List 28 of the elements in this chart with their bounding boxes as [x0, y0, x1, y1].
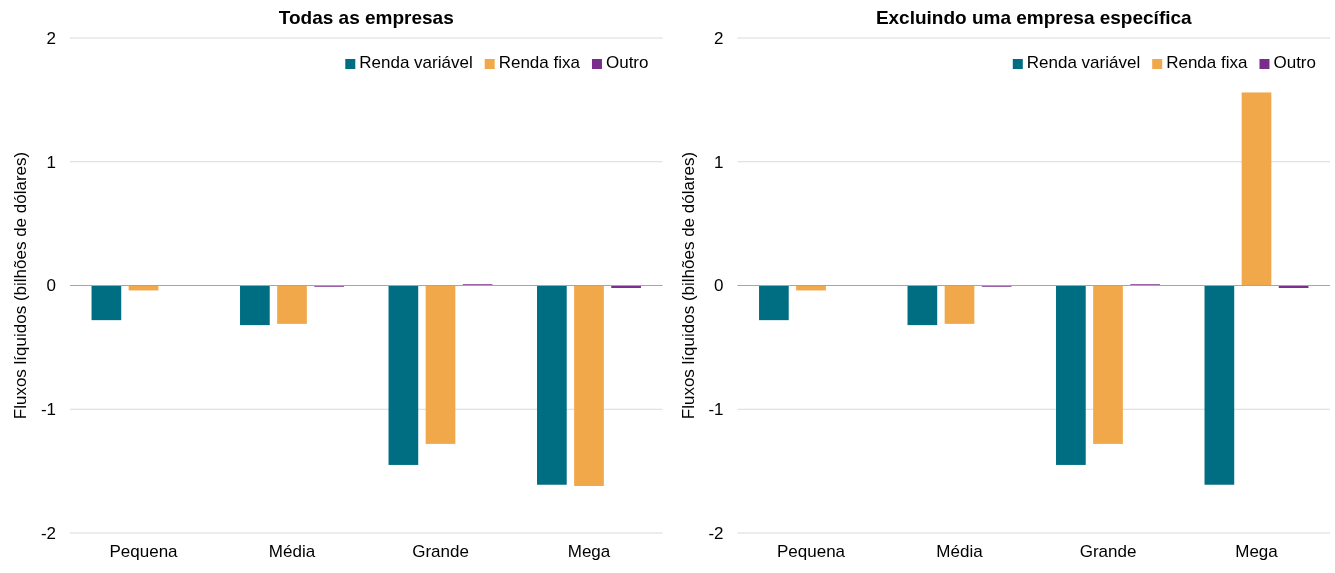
chart-title: Todas as empresas [278, 7, 454, 28]
x-tick-label: Pequena [109, 542, 179, 562]
y-tick-label: 1 [46, 152, 56, 172]
y-axis-title: Fluxos líquidos (bilhões de dólares) [678, 151, 698, 420]
x-tick-label: Grande [1079, 542, 1137, 562]
y-tick-label: -1 [708, 400, 724, 420]
y-tick-label: 0 [46, 276, 56, 296]
y-tick-label: -2 [708, 523, 724, 543]
y-tick-label: 1 [714, 152, 724, 172]
y-tick-label: 2 [714, 28, 724, 48]
y-tick-label: 2 [46, 28, 56, 48]
legend-label: Outro [1273, 53, 1316, 72]
legend-label: Outro [605, 53, 649, 72]
legend-label: Renda fixa [1166, 53, 1249, 72]
x-tick-label: Mega [1235, 542, 1279, 562]
y-tick-label: -2 [40, 523, 56, 543]
x-tick-label: Mega [567, 542, 611, 562]
legend-label: Renda variável [359, 53, 473, 72]
x-tick-label: Média [936, 542, 984, 562]
chart-title: Excluindo uma empresa específica [875, 7, 1193, 28]
x-tick-label: Pequena [776, 542, 846, 562]
y-tick-label: -1 [40, 400, 56, 420]
y-tick-label: 0 [714, 276, 724, 296]
y-axis-title: Fluxos líquidos (bilhões de dólares) [11, 151, 30, 420]
x-tick-label: Média [268, 542, 316, 562]
x-tick-label: Grande [412, 542, 469, 562]
legend-label: Renda fixa [498, 53, 581, 72]
legend-label: Renda variável [1026, 53, 1141, 72]
